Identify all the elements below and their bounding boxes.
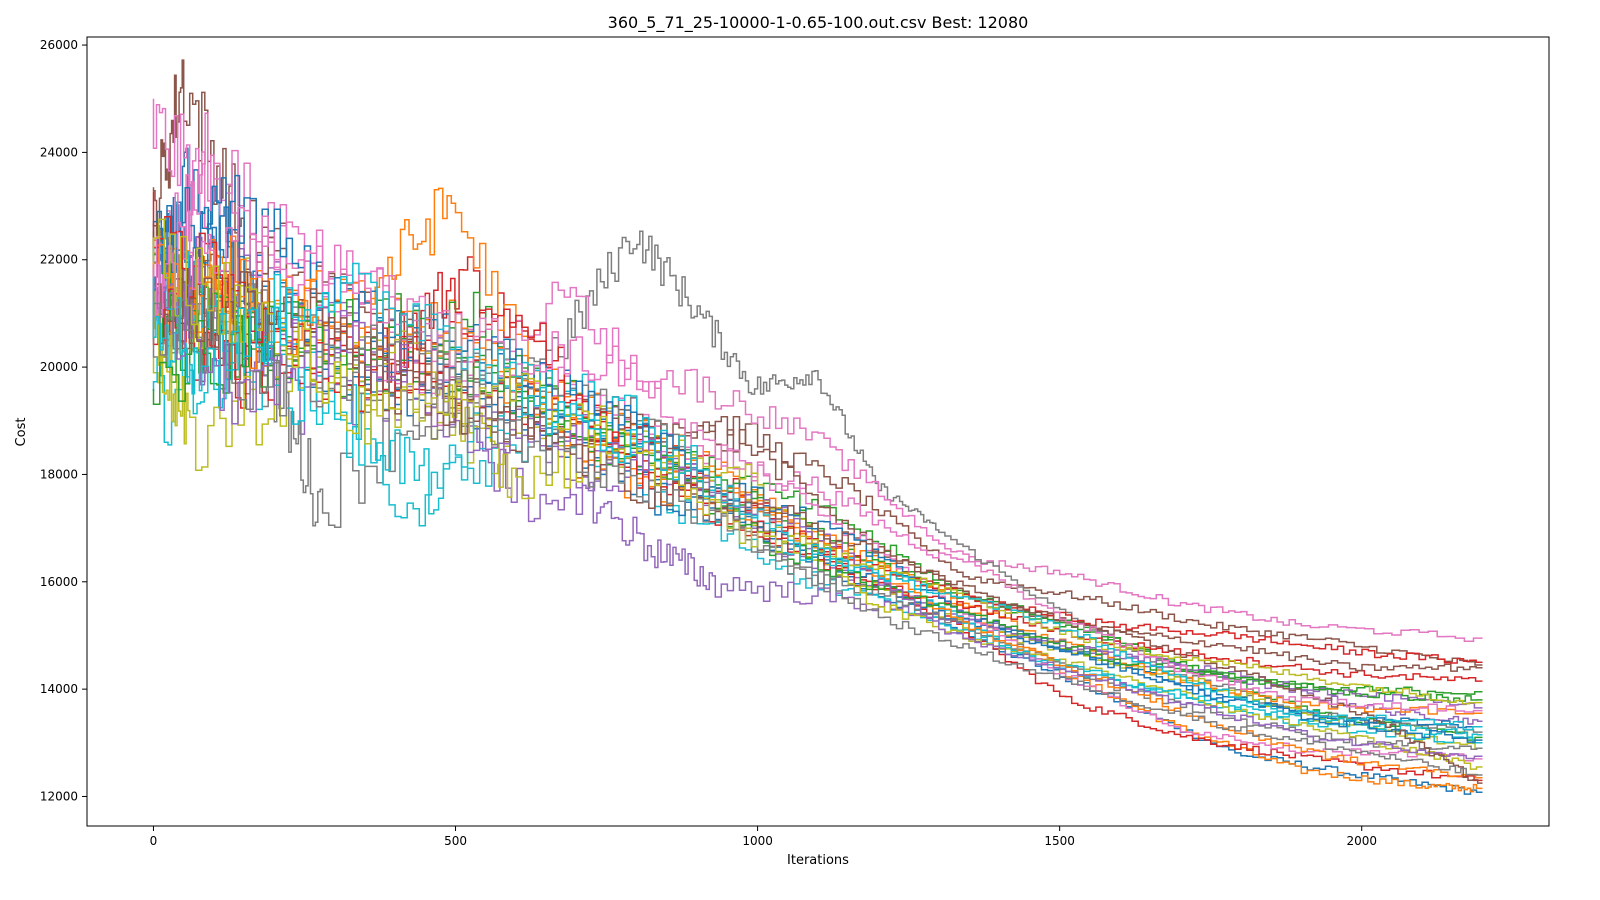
y-tick-label: 26000: [40, 38, 78, 52]
x-tick-label: 1000: [742, 834, 773, 848]
series-line-27: [152, 207, 1483, 713]
y-tick-label: 22000: [40, 253, 78, 267]
y-tick-label: 18000: [40, 467, 78, 481]
y-tick-label: 20000: [40, 360, 78, 374]
x-tick-label: 2000: [1346, 834, 1377, 848]
y-tick-label: 16000: [40, 575, 78, 589]
plot-frame: [86, 36, 1550, 827]
series-line-26: [152, 271, 1483, 784]
series-line-17: [152, 112, 1483, 762]
x-tick-label: 1500: [1044, 834, 1075, 848]
series-line-12: [152, 187, 1483, 715]
y-axis-label: Cost: [14, 418, 29, 447]
y-tick-label: 12000: [40, 789, 78, 803]
chart-title: 360_5_71_25-10000-1-0.65-100.out.csv Bes…: [608, 13, 1029, 33]
x-tick-label: 500: [444, 834, 467, 848]
axis-ticks: 0 500 1000 1500 2000 12000 14000 16000 18000 2000…: [40, 38, 1377, 848]
y-tick-label: 24000: [40, 145, 78, 159]
series-line-25: [152, 268, 1483, 760]
series-line-4: [152, 256, 1483, 782]
series-line-20: [152, 246, 1483, 738]
x-tick-label: 0: [150, 834, 158, 848]
series-line-30: [152, 262, 1483, 731]
series-line-29: [152, 218, 1483, 705]
series-line-16: [152, 223, 1483, 672]
series-line-28: [152, 299, 1483, 776]
x-axis-label: Iterations: [787, 853, 849, 868]
series-lines: [152, 59, 1483, 795]
plot-area: [152, 59, 1483, 795]
y-tick-label: 14000: [40, 682, 78, 696]
series-line-8: [152, 230, 1483, 734]
